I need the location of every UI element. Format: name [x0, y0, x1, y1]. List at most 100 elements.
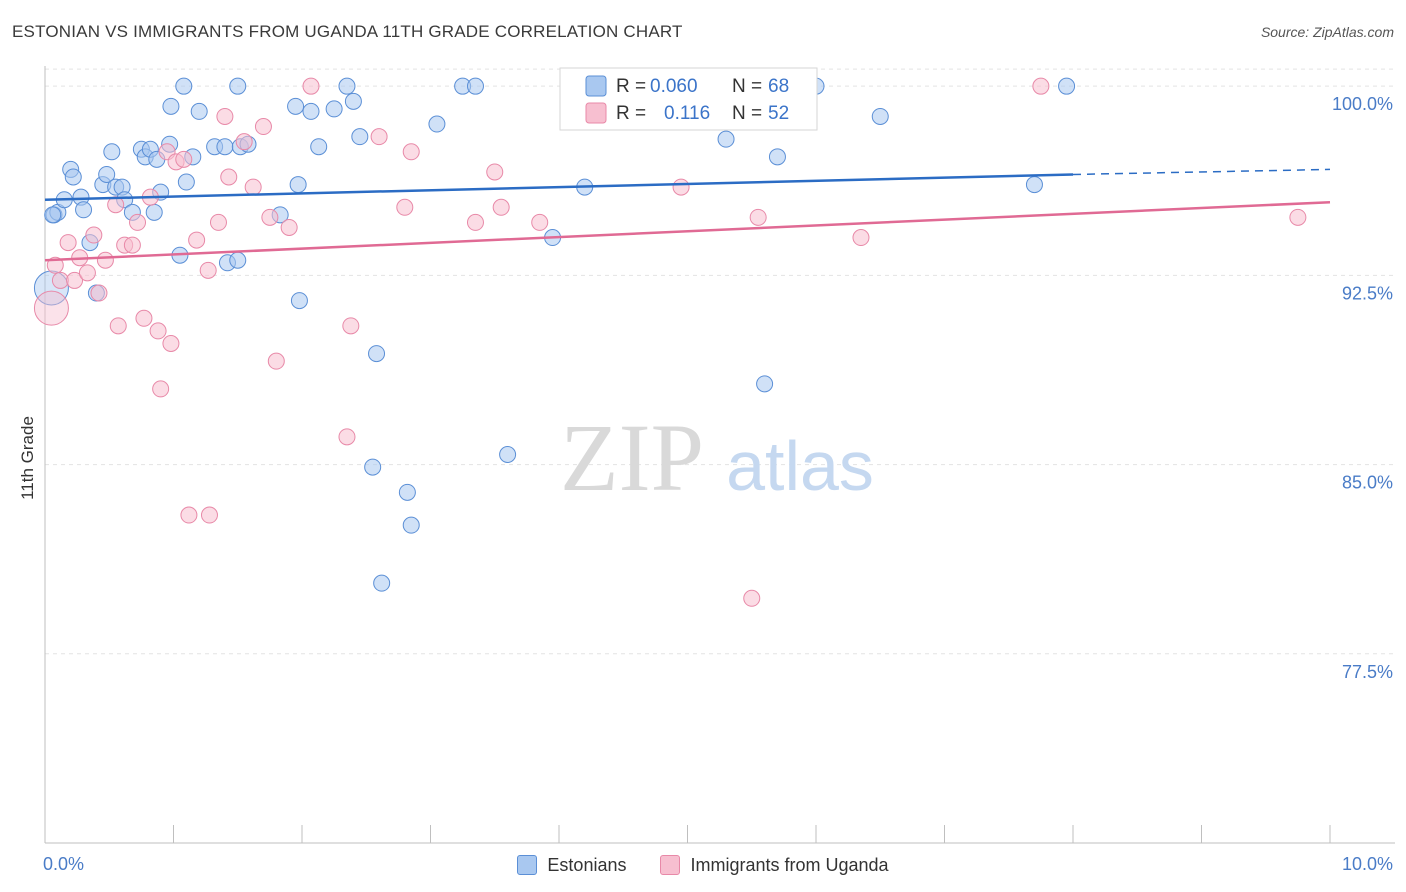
uganda-point	[342, 317, 360, 335]
uganda-point	[109, 317, 127, 335]
uganda-point	[90, 284, 108, 302]
estonian-point	[287, 97, 305, 115]
uganda-point	[85, 226, 103, 244]
uganda-point	[78, 264, 96, 282]
uganda-point	[149, 322, 167, 340]
estonian-point	[398, 483, 416, 501]
estonian-point	[1058, 77, 1076, 95]
uganda-point	[135, 309, 153, 327]
uganda-point	[396, 198, 414, 216]
uganda-point	[852, 229, 870, 247]
estonian-point	[229, 77, 247, 95]
uganda-point	[180, 506, 198, 524]
legend-bottom: Estonians Immigrants from Uganda	[0, 852, 1406, 878]
legend-r-label-1: R =	[616, 76, 646, 97]
grid-layer	[45, 68, 1395, 655]
uganda-point	[261, 208, 279, 226]
uganda-point	[1289, 208, 1307, 226]
uganda-trend-line	[44, 200, 1331, 262]
uganda-point	[672, 178, 690, 196]
watermark-atlas: atlas	[726, 427, 874, 505]
estonian-point	[98, 165, 116, 183]
estonian-point	[302, 102, 320, 120]
uganda-point	[749, 208, 767, 226]
legend-top: R = 0.060 N = 68 R = 0.116 N = 52	[559, 67, 818, 131]
y-tick-label: 100.0%	[1332, 94, 1393, 114]
estonian-point	[756, 375, 774, 393]
uganda-point	[66, 271, 84, 289]
estonian-point	[175, 77, 193, 95]
uganda-point	[370, 128, 388, 146]
uganda-point	[96, 251, 114, 269]
estonian-point	[466, 77, 484, 95]
legend-r-label-2: R =	[616, 103, 646, 124]
estonian-point	[402, 516, 420, 534]
estonian-point	[368, 345, 386, 363]
y-axis-label: 11th Grade	[18, 416, 37, 500]
estonian-point	[344, 92, 362, 110]
estonian-point	[428, 115, 446, 133]
estonian-point	[364, 458, 382, 476]
x-tick-label-max: 10.0%	[1342, 854, 1393, 874]
uganda-point	[743, 589, 761, 607]
watermark: ZIP atlas	[560, 404, 874, 511]
legend-n-label-1: N =	[732, 76, 762, 97]
estonian-point	[229, 251, 247, 269]
uganda-point	[199, 261, 217, 279]
trend-layer	[44, 168, 1331, 262]
estonian-point	[75, 201, 93, 219]
uganda-point	[531, 213, 549, 231]
uganda-point	[188, 231, 206, 249]
uganda-point	[220, 168, 238, 186]
uganda-point	[46, 256, 64, 274]
uganda-point	[123, 236, 141, 254]
uganda-point	[280, 218, 298, 236]
legend-swatch-estonians	[517, 855, 538, 875]
uganda-point	[235, 133, 253, 151]
estonian-point	[373, 574, 391, 592]
uganda-point	[244, 178, 262, 196]
uganda-point	[302, 77, 320, 95]
legend-item-estonians: Estonians	[517, 855, 626, 876]
y-tick-label: 77.5%	[1342, 662, 1393, 682]
uganda-point	[152, 380, 170, 398]
y-tick-label: 92.5%	[1342, 283, 1393, 303]
legend-label-uganda: Immigrants from Uganda	[690, 854, 889, 875]
uganda-point	[200, 506, 218, 524]
points-layer	[33, 77, 1307, 607]
estonian-point	[325, 100, 343, 118]
uganda-point	[254, 118, 272, 136]
estonian-point	[216, 138, 234, 156]
legend-n-value-1: 68	[768, 76, 789, 97]
legend-r-value-2: 0.116	[664, 103, 710, 124]
estonian-point	[338, 77, 356, 95]
uganda-point	[402, 143, 420, 161]
legend-swatch-uganda	[660, 855, 681, 875]
uganda-point	[59, 234, 77, 252]
legend-item-uganda: Immigrants from Uganda	[660, 854, 889, 876]
uganda-point	[267, 352, 285, 370]
uganda-point	[486, 163, 504, 181]
uganda-point	[51, 271, 69, 289]
estonian-point	[768, 148, 786, 166]
uganda-point	[1032, 77, 1050, 95]
estonian-point	[717, 130, 735, 148]
estonian-point	[310, 138, 328, 156]
chart-title: ESTONIAN VS IMMIGRANTS FROM UGANDA 11TH …	[12, 22, 683, 41]
uganda-point	[33, 290, 69, 326]
estonian-point	[145, 203, 163, 221]
estonian-trend-line	[44, 173, 1074, 201]
estonian-point	[64, 168, 82, 186]
source-label: Source: ZipAtlas.com	[1260, 24, 1394, 40]
uganda-point	[466, 213, 484, 231]
legend-n-label-2: N =	[732, 103, 762, 124]
uganda-point	[216, 107, 234, 125]
estonian-trend-extension	[1072, 168, 1331, 176]
legend-r-value-1: 0.060	[650, 76, 698, 97]
estonian-point	[290, 292, 308, 310]
uganda-point	[175, 150, 193, 168]
axis-layer: 100.0% 92.5% 85.0% 77.5% 0.0% 10.0%	[43, 66, 1395, 874]
y-tick-label: 85.0%	[1342, 473, 1393, 493]
estonian-point	[162, 97, 180, 115]
